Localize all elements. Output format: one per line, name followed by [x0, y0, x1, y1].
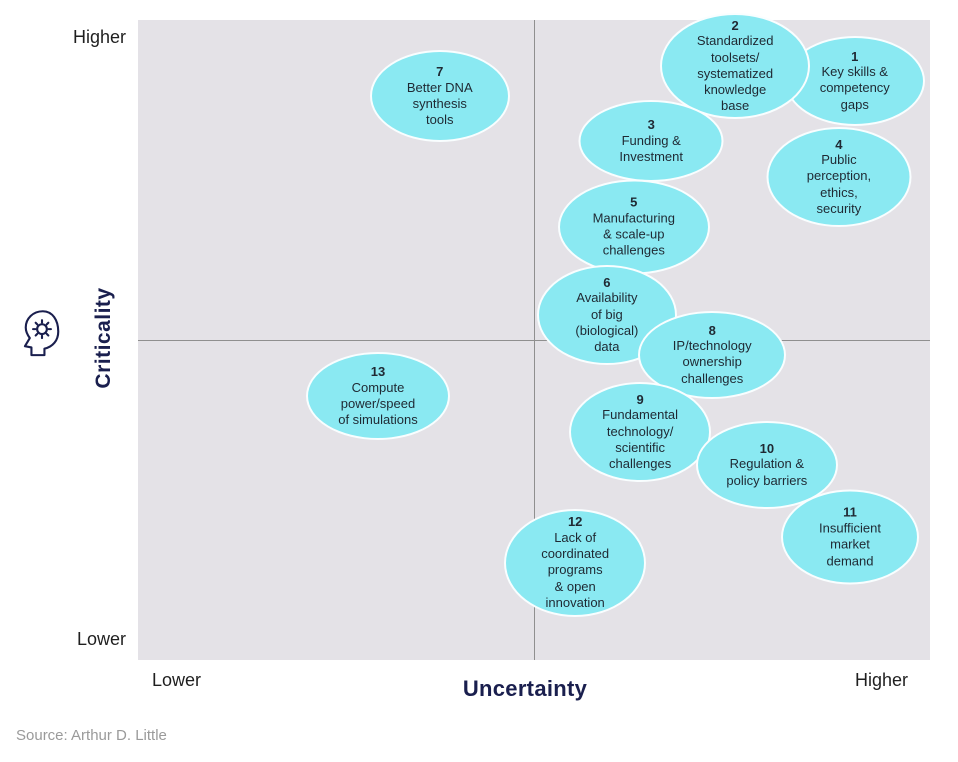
bubble-number: 6	[603, 274, 611, 290]
bubble-label: Compute power/speed of simulations	[338, 379, 418, 428]
bubble-label: Standardized toolsets/ systematized know…	[696, 33, 774, 114]
head-gear-icon	[16, 308, 68, 365]
bubble-label: IP/technology ownership challenges	[672, 338, 752, 386]
bubble-number: 4	[835, 136, 843, 152]
bubble-13: 13 Compute power/speed of simulations	[305, 352, 450, 441]
bubble-2: 2 Standardized toolsets/ systematized kno…	[660, 13, 811, 120]
bubble-label: Funding & Investment	[619, 132, 683, 164]
x-axis-tick-lower: Lower	[152, 670, 202, 690]
bubble-label: Availability of big (biological) data	[575, 290, 639, 355]
y-axis-label: Criticality	[92, 287, 115, 389]
bubble-1: 1 Key skills & competency gaps	[784, 35, 925, 126]
bubble-number: 8	[708, 322, 716, 338]
bubble-11: 11 Insufficient market demand	[781, 489, 919, 585]
bubble-5: 5 Manufacturing & scale-up challenges	[557, 179, 710, 275]
bubble-label: Lack of coordinated programs & open inno…	[541, 529, 610, 610]
bubble-number: 10	[759, 440, 775, 456]
bubble-3: 3 Funding & Investment	[578, 99, 724, 182]
bubble-label: Insufficient market demand	[819, 520, 881, 569]
horizontal-midline	[138, 340, 930, 341]
bubble-number: 1	[851, 48, 859, 64]
bubble-number: 11	[843, 504, 857, 520]
y-axis-tick-lower: Lower	[76, 629, 126, 649]
bubble-4: 4 Public perception, ethics, security	[766, 126, 912, 227]
bubble-label: Public perception, ethics, security	[806, 152, 872, 216]
bubble-label: Fundamental technology/ scientific chall…	[602, 407, 679, 472]
bubble-10: 10 Regulation & policy barriers	[695, 420, 838, 509]
bubble-label: Regulation & policy barriers	[726, 456, 808, 488]
x-axis-label: Uncertainty	[462, 676, 588, 701]
y-axis-tick-higher: Higher	[72, 27, 126, 47]
bubble-label: Manufacturing & scale-up challenges	[592, 210, 675, 258]
bubble-number: 3	[647, 116, 655, 132]
bubble-label: Key skills & competency gaps	[819, 64, 890, 112]
x-axis-tick-higher: Higher	[855, 670, 909, 690]
bubble-number: 2	[731, 17, 739, 33]
bubble-9: 9 Fundamental technology/ scientific chal…	[569, 382, 712, 483]
source-attribution: Source: Arthur D. Little	[16, 727, 167, 744]
bubble-number: 12	[567, 514, 583, 530]
bubble-number: 7	[436, 63, 444, 79]
bubble-number: 9	[636, 391, 644, 407]
plot-area: 1 Key skills & competency gaps 2 Standardiz…	[138, 13, 930, 660]
bubble-number: 13	[370, 364, 386, 380]
bubble-label: Better DNA synthesis tools	[406, 79, 473, 128]
bubble-number: 5	[630, 194, 638, 210]
bubble-7: 7 Better DNA synthesis tools	[369, 50, 510, 143]
bubble-12: 12 Lack of coordinated programs & open in…	[504, 508, 647, 617]
